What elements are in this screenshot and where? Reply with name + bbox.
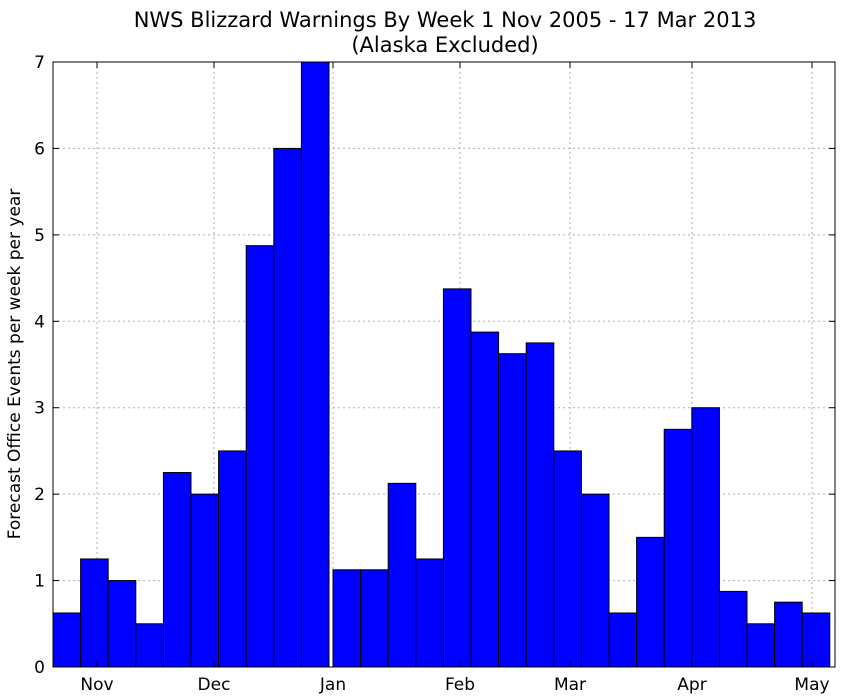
tick-layer: 0 1 2 3 4 5 6 7 Nov Dec Jan Feb Mar Apr May — [34, 53, 835, 695]
bar — [718, 590, 748, 668]
bar — [332, 569, 362, 668]
bar — [580, 493, 610, 668]
bar — [415, 558, 444, 668]
y-tick-label: 4 — [34, 312, 45, 332]
y-tick-label: 6 — [34, 139, 45, 159]
x-tick-label: Feb — [445, 675, 475, 695]
y-tick-label: 1 — [34, 572, 45, 592]
bar — [553, 450, 582, 668]
bar — [498, 353, 527, 668]
y-axis-label: Forecast Office Events per week per year — [5, 189, 25, 540]
bar — [470, 331, 500, 668]
bars-layer — [52, 61, 831, 668]
bar — [636, 536, 665, 668]
x-tick-label: Jan — [319, 675, 346, 695]
x-tick-label: May — [794, 675, 829, 695]
bar — [273, 147, 302, 668]
bar — [442, 288, 472, 668]
bar — [360, 569, 389, 668]
bar — [608, 612, 638, 668]
bar — [746, 623, 776, 668]
bar — [107, 580, 137, 668]
plot-frame — [52, 61, 836, 668]
bar — [801, 612, 831, 668]
bar — [218, 450, 247, 668]
chart-subtitle: (Alaska Excluded) — [351, 33, 538, 57]
bar — [387, 482, 417, 668]
y-tick-label: 5 — [34, 226, 45, 246]
bar — [691, 407, 720, 668]
y-tick-label: 3 — [34, 399, 45, 419]
bar — [300, 61, 330, 668]
chart-title: NWS Blizzard Warnings By Week 1 Nov 2005… — [134, 8, 757, 32]
x-tick-label: Mar — [554, 675, 586, 695]
bar — [135, 623, 164, 668]
y-tick-label: 7 — [34, 53, 45, 73]
x-tick-label: Dec — [198, 675, 231, 695]
bar — [162, 472, 192, 668]
bar — [52, 612, 82, 668]
y-tick-label: 2 — [34, 485, 45, 505]
bar — [245, 245, 275, 668]
bar — [190, 493, 220, 668]
bar — [774, 601, 803, 668]
bar — [525, 342, 555, 668]
y-tick-label: 0 — [34, 658, 45, 678]
bar — [80, 558, 109, 668]
x-tick-label: Nov — [80, 675, 113, 695]
bar — [663, 428, 693, 668]
x-tick-label: Apr — [677, 675, 706, 695]
